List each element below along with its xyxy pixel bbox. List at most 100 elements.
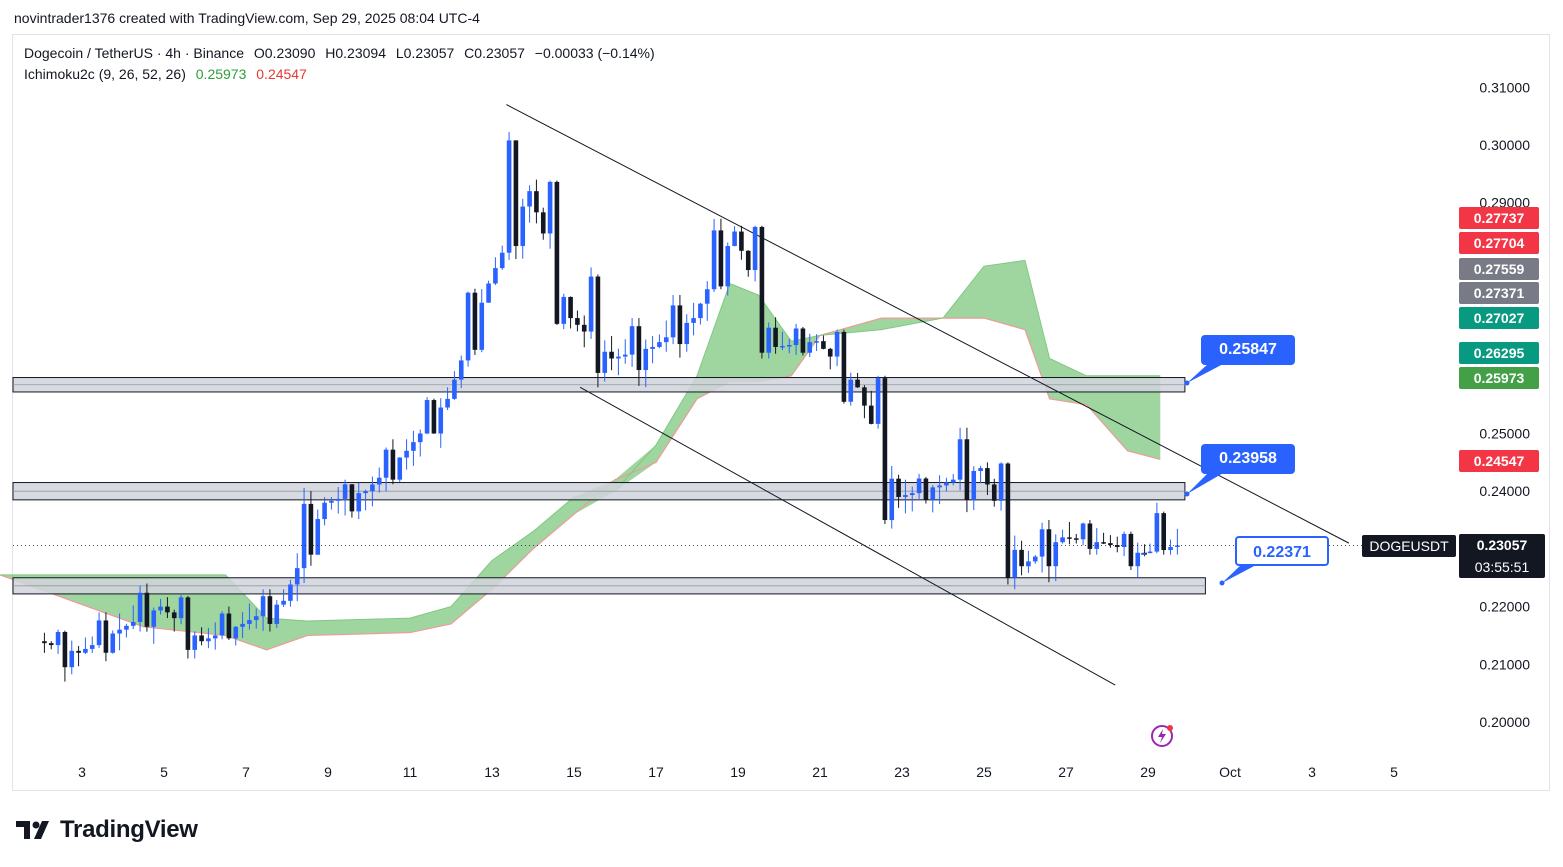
ohlc-close: C0.23057 (464, 45, 525, 61)
candle-body (677, 305, 683, 345)
candle-body (944, 482, 949, 486)
candle-body (390, 449, 396, 480)
x-tick-0: 3 (78, 764, 86, 780)
lightning-icon[interactable] (1150, 724, 1174, 748)
callout-pointers (1184, 363, 1258, 586)
candle-body (718, 230, 724, 287)
candle-body (137, 592, 143, 622)
candle-body (117, 629, 122, 634)
candle-body (144, 592, 150, 627)
candle-body (670, 305, 676, 338)
callout-pointer-0 (1187, 363, 1225, 383)
candle-body (233, 626, 239, 639)
candle-body (1080, 523, 1086, 540)
candle-body (930, 487, 936, 500)
candle-body (889, 478, 895, 521)
candle-body (732, 231, 737, 246)
x-tick-6: 15 (566, 764, 582, 780)
symbol-name[interactable]: Dogecoin / TetherUS · 4h · Binance (24, 45, 244, 61)
candle-body (896, 478, 901, 497)
x-tick-12: 27 (1058, 764, 1074, 780)
candle-body (178, 597, 184, 619)
candle-body (342, 484, 348, 499)
candle-body (240, 623, 245, 627)
candle-body (383, 449, 389, 478)
candle-body (602, 351, 608, 373)
candle-body (1114, 545, 1120, 547)
candle-body (1121, 533, 1127, 547)
indicator-name[interactable]: Ichimoku2c (9, 26, 52, 26) (24, 66, 186, 82)
brand-name: TradingView (60, 816, 198, 843)
candle-body (903, 495, 908, 497)
legend-indicator[interactable]: Ichimoku2c (9, 26, 52, 26) 0.25973 0.245… (24, 66, 313, 82)
callout-anchor-2 (1219, 580, 1225, 586)
price-tag-3: 0.27371 (1459, 282, 1539, 304)
x-tick-13: 29 (1140, 764, 1156, 780)
candle-body (629, 326, 635, 355)
price-tag-4: 0.27027 (1459, 307, 1539, 329)
candle-body (62, 631, 68, 668)
candle-body (42, 641, 47, 644)
x-tick-2: 7 (242, 764, 250, 780)
tradingview-logo[interactable]: TradingView (16, 815, 198, 845)
candle-body (766, 327, 772, 353)
candle-body (438, 407, 444, 434)
candle-body (370, 484, 375, 492)
candle-body (581, 324, 587, 332)
candle-body (950, 479, 956, 483)
price-tag-1: 0.27704 (1459, 232, 1539, 254)
candle-body (308, 503, 314, 555)
candle-body (322, 502, 327, 520)
candle-body (96, 620, 102, 646)
x-tick-5: 13 (484, 764, 500, 780)
callout-upper-zone[interactable]: 0.25847 (1201, 335, 1295, 365)
candle-body (253, 616, 259, 621)
candle-body (199, 635, 204, 642)
candle-body (643, 348, 649, 371)
candle-body (1147, 551, 1153, 554)
candle-body (964, 439, 970, 500)
trendline-1 (579, 386, 1116, 686)
candle-body (568, 296, 573, 319)
x-tick-1: 5 (160, 764, 168, 780)
candle-body (1039, 529, 1045, 557)
candle-body (739, 231, 744, 251)
candle-body (786, 345, 792, 347)
callout-middle-zone[interactable]: 0.23958 (1201, 444, 1295, 474)
candle-body (1175, 545, 1180, 547)
candle-body (752, 226, 758, 271)
candle-body (1060, 537, 1065, 543)
legend-symbol[interactable]: Dogecoin / TetherUS · 4h · Binance O0.23… (24, 45, 661, 61)
candle-body (609, 351, 614, 359)
candle-body (650, 346, 655, 349)
price-tag-7: 0.24547 (1459, 450, 1539, 472)
candle-body (1135, 552, 1141, 567)
x-tick-9: 21 (812, 764, 828, 780)
candle-body (124, 625, 129, 630)
bar-countdown: 03:55:51 (1474, 559, 1530, 575)
candle-body (527, 191, 532, 207)
candle-body (486, 283, 491, 303)
candle-body (821, 341, 826, 349)
candle-body (376, 477, 382, 485)
candle-body (76, 650, 81, 653)
candle-body (1108, 543, 1113, 546)
price-tag-0: 0.27737 (1459, 207, 1539, 229)
callout-lower-zone[interactable]: 0.22371 (1235, 536, 1329, 566)
candle-body (1168, 546, 1173, 551)
x-tick-7: 17 (648, 764, 664, 780)
candle-body (759, 226, 765, 353)
chart-frame[interactable] (12, 34, 1550, 791)
candle-body (212, 635, 218, 639)
candle-body (445, 398, 450, 408)
candle-body (937, 485, 942, 488)
candles (42, 132, 1180, 682)
candle-body (267, 596, 273, 624)
candle-body (1067, 537, 1072, 539)
cloud-span-b (0, 317, 1161, 651)
candle-body (83, 648, 88, 653)
y-tick-5: 0.22000 (1479, 599, 1530, 615)
tradingview-logo-icon (16, 821, 49, 839)
candle-body (1026, 561, 1031, 567)
